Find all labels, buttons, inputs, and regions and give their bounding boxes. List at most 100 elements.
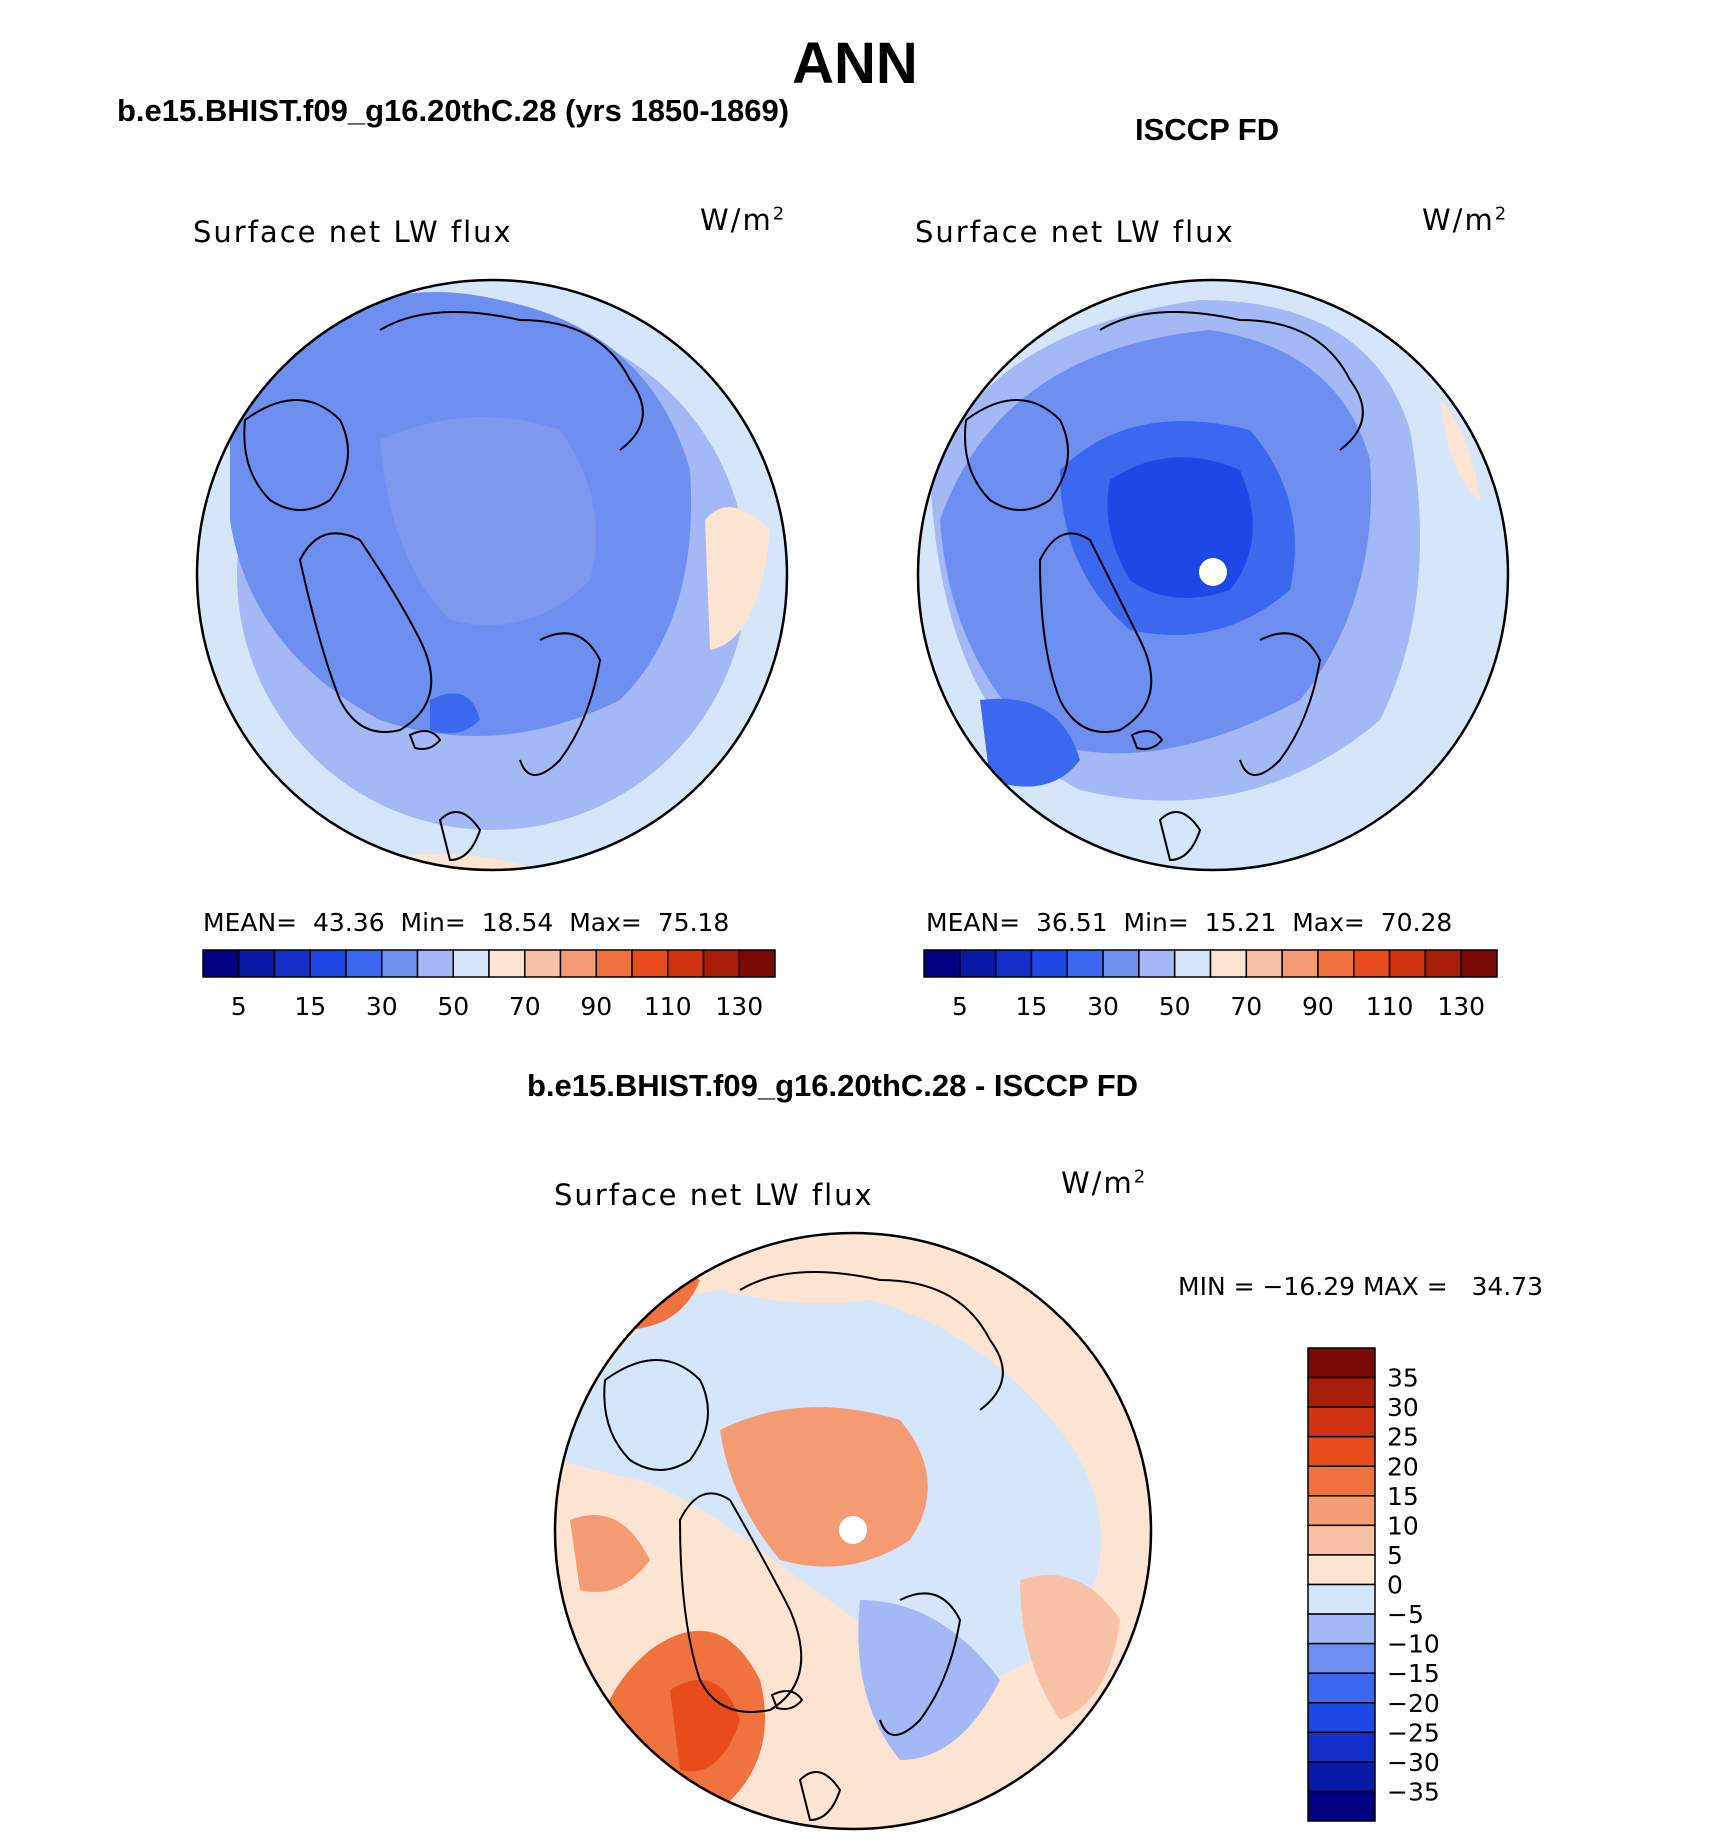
diff-map [553,1231,1153,1831]
colorbar-box [1307,1672,1376,1704]
colorbar-box [238,949,276,978]
contour-band [670,1680,740,1772]
archipelago-coastline [964,399,1069,511]
colorbar-box [1307,1524,1376,1556]
colorbar-box [1317,949,1355,978]
colorbar-tick-label: −10 [1387,1630,1440,1659]
obs-map [916,278,1510,872]
colorbar-tick-label: 70 [1230,992,1262,1021]
colorbar-box [273,949,311,978]
contour-band [430,693,480,734]
colorbar-box [1307,1554,1376,1586]
iceland-coastline [408,730,442,750]
colorbar-box [381,949,419,978]
colorbar-box [959,949,997,978]
mean-value: 36.51 [1036,908,1108,937]
colorbar-tick-label: 130 [715,992,763,1021]
colorbar-tick-label: 90 [1302,992,1334,1021]
contour-band [380,417,596,625]
contour-band [705,507,770,650]
colorbar-box [452,949,490,978]
contour-band [1020,1575,1120,1720]
diff-units-label: W/m2 [1061,1166,1147,1200]
colorbar-box [1307,1642,1376,1674]
colorbar-box [1307,1702,1376,1734]
colorbar-box [631,949,669,978]
colorbar-box [994,949,1033,978]
colorbar-box [738,949,776,978]
colorbar-tick-label: 30 [366,992,398,1021]
colorbar-tick-label: 35 [1387,1364,1419,1393]
left-variable-label: Surface net LW flux [193,215,513,249]
colorbar-tick-label: 110 [644,992,692,1021]
colorbar-tick-label: 25 [1387,1423,1419,1452]
colorbar-box [702,949,740,978]
iceland-coastline [1130,730,1164,750]
colorbar-tick-label: −30 [1387,1748,1440,1777]
contour-band [980,698,1080,787]
colorbar-box [1307,1347,1376,1379]
colorbar-tick-label: 110 [1366,992,1414,1021]
right-panel-title: ISCCP FD [1135,112,1280,147]
colorbar-box [1307,1790,1376,1822]
iceland-coastline [770,1690,804,1710]
colorbar-tick-label: 15 [294,992,326,1021]
siberia-coastline [739,1271,1004,1411]
colorbar-box [595,949,633,978]
colorbar-tick-label: 50 [437,992,469,1021]
greenland-coastline [678,1492,803,1713]
colorbar-tick-label: −20 [1387,1689,1440,1718]
colorbar-tick-label: 30 [1087,992,1119,1021]
greenland-coastline [1038,532,1153,733]
colorbar-tick-label: 50 [1159,992,1191,1021]
model-colorbar: 5 15 30 50 70 90 110 130 [202,949,776,1021]
colorbar-tick-label: −35 [1387,1777,1440,1806]
map-border [195,278,789,872]
figure-title: ANN [792,31,918,96]
colorbar-box [667,949,705,978]
colorbar-box [1066,949,1104,978]
left-stats: MEAN= 43.36 Min= 18.54 Max= 75.18 [203,908,729,937]
max-value: 75.18 [657,908,730,937]
colorbar-box [202,949,240,978]
colorbar-tick-label: 130 [1437,992,1485,1021]
left-panel-title: b.e15.BHIST.f09_g16.20thC.28 (yrs 1850-1… [117,93,790,128]
colorbar-tick-label: −5 [1387,1600,1424,1629]
colorbar-box [1307,1495,1376,1527]
siberia-coastline [1099,311,1364,451]
colorbar-box [1209,949,1248,978]
mean-label: MEAN= [926,908,1021,937]
colorbar-tick-label: 10 [1387,1511,1419,1540]
colorbar-tick-label: 15 [1387,1482,1419,1511]
colorbar-box [1245,949,1283,978]
colorbar-box [923,949,961,978]
mean-value: 43.36 [313,908,385,937]
scandinavia-coastline [519,632,602,776]
max-label: Max= [1292,908,1365,937]
colorbar-box [1030,949,1068,978]
units-text: W/m [700,203,773,237]
colorbar-box [559,949,597,978]
max-label: Max= [569,908,642,937]
colorbar-tick-label: 15 [1016,992,1048,1021]
archipelago-coastline [243,399,349,511]
contour-band [1107,457,1253,598]
diff-variable-label: Surface net LW flux [554,1178,874,1212]
min-label: Min= [1123,908,1189,937]
colorbar-box [1138,949,1176,978]
britain-coastline [438,811,482,862]
colorbar-box [1307,1613,1376,1645]
units-exponent: 2 [772,203,787,225]
contour-band [858,1600,1000,1760]
colorbar-box [1173,949,1212,978]
greenland-coastline [298,532,433,733]
colorbar-box [1307,1406,1376,1438]
colorbar-box [1307,1376,1376,1408]
units-text: W/m [1061,1166,1134,1200]
colorbar-box [345,949,383,978]
right-stats: MEAN= 36.51 Min= 15.21 Max= 70.28 [926,908,1452,937]
max-value: 70.28 [1380,908,1453,937]
map-border [553,1231,1153,1831]
